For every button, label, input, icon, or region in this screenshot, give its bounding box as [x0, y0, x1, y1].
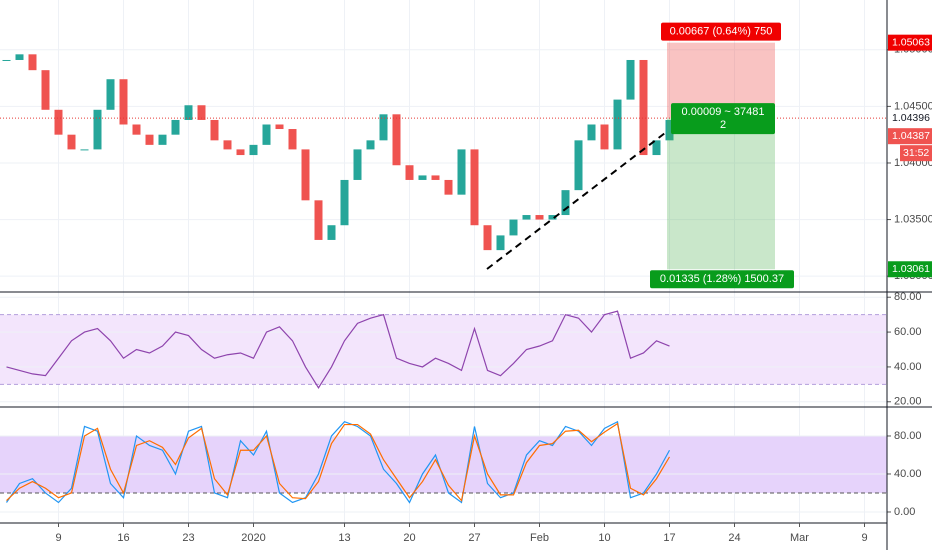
x-tick-label: 10	[598, 532, 610, 544]
candle	[15, 54, 24, 60]
candle	[574, 140, 583, 191]
candle	[548, 215, 557, 220]
x-tick-label: Mar	[790, 532, 809, 544]
x-tick-label: 17	[663, 532, 675, 544]
candle	[366, 140, 375, 150]
candle	[210, 119, 219, 141]
candle	[223, 140, 232, 150]
x-tick-label: 23	[182, 532, 194, 544]
candle	[652, 140, 661, 156]
candle	[327, 225, 336, 240]
candle	[379, 114, 388, 141]
countdown: 31:52	[903, 147, 929, 159]
indicator-line	[6, 420, 671, 504]
candle	[522, 215, 531, 220]
candle	[171, 119, 180, 135]
indicator-line	[6, 422, 671, 502]
price-badge-label: 1.03061	[892, 263, 930, 275]
x-tick-label: 20	[403, 532, 415, 544]
candle	[496, 235, 505, 251]
trend-line	[486, 132, 666, 270]
price-badge-label: 1.05063	[892, 36, 930, 48]
y-tick-label: 20.00	[894, 396, 922, 408]
candle	[262, 124, 271, 145]
price-badge	[888, 261, 932, 278]
price-badge	[888, 34, 932, 51]
candle	[249, 144, 258, 156]
x-tick-label: 24	[728, 532, 740, 544]
x-tick-label: 2020	[241, 532, 265, 544]
candle	[2, 59, 11, 61]
entry-label: 0.00009 ~ 37481	[682, 106, 765, 118]
price-badge-label: 1.04396	[892, 112, 930, 124]
candle	[470, 149, 479, 226]
candle	[392, 114, 401, 166]
candle	[405, 165, 414, 180]
candle	[314, 200, 323, 240]
candle	[132, 124, 141, 135]
candle	[28, 54, 37, 71]
y-tick-label: 0.00	[894, 506, 915, 518]
band-fill	[0, 314, 887, 385]
candle	[119, 79, 128, 125]
candle	[626, 59, 635, 100]
y-tick-label: 80.00	[894, 430, 922, 442]
reward-zone	[667, 118, 775, 270]
stop-label-bg	[661, 22, 781, 41]
candle	[275, 124, 284, 130]
candle	[301, 149, 310, 201]
y-tick-label: 1.04500	[894, 100, 932, 112]
candle	[340, 179, 349, 226]
stop-label: 0.00667 (0.64%) 750	[670, 26, 773, 38]
candle	[288, 129, 297, 150]
candle	[418, 175, 427, 180]
candle	[93, 109, 102, 150]
x-tick-label: 13	[338, 532, 350, 544]
candle	[67, 134, 76, 150]
target-label: 0.01335 (1.28%) 1500.37	[660, 273, 784, 285]
price-badge	[888, 110, 932, 127]
y-tick-label: 1.03500	[894, 213, 932, 225]
candle	[41, 70, 50, 110]
candle	[54, 109, 63, 135]
candle	[158, 134, 167, 145]
candle	[665, 119, 674, 141]
entry-label-bg	[671, 103, 775, 135]
y-tick-label: 80.00	[894, 291, 922, 303]
candle	[197, 105, 206, 120]
candle	[236, 149, 245, 156]
entry-qty: 2	[720, 119, 726, 131]
candle	[613, 99, 622, 150]
y-tick-label: 60.00	[894, 326, 922, 338]
candle	[431, 175, 440, 180]
x-tick-label: 27	[468, 532, 480, 544]
candle	[587, 124, 596, 141]
price-badge-label: 1.04387	[892, 130, 930, 142]
candle	[561, 190, 570, 216]
candle	[106, 79, 115, 110]
candle	[457, 149, 466, 195]
candle	[184, 105, 193, 120]
x-tick-label: 9	[861, 532, 867, 544]
candle	[509, 219, 518, 236]
countdown-bg	[900, 145, 932, 162]
x-tick-label: Feb	[530, 532, 549, 544]
target-label-bg	[650, 270, 794, 289]
candle	[80, 149, 89, 151]
candle	[444, 179, 453, 195]
candle	[145, 134, 154, 145]
y-tick-label: 40.00	[894, 468, 922, 480]
price-badge	[888, 128, 932, 145]
band-fill	[0, 435, 887, 493]
candle	[483, 225, 492, 251]
candle	[600, 124, 609, 150]
candle	[535, 215, 544, 220]
x-tick-label: 16	[117, 532, 129, 544]
x-tick-label: 9	[55, 532, 61, 544]
candle	[639, 59, 648, 156]
candle	[353, 149, 362, 180]
y-tick-label: 40.00	[894, 361, 922, 373]
indicator-line	[6, 310, 670, 389]
